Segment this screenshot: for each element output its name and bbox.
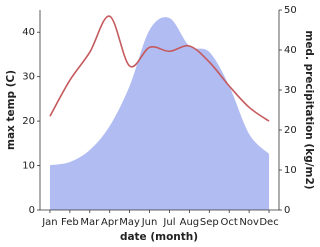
- x-tick-label: Mar: [80, 217, 100, 228]
- x-tick-label: Aug: [180, 217, 200, 228]
- y-tick-label: 20: [22, 116, 35, 127]
- y2-tick-label: 20: [284, 125, 297, 136]
- y2-tick-label: 30: [284, 85, 297, 96]
- y-tick-label: 0: [29, 205, 35, 216]
- x-axis-title: date (month): [120, 231, 198, 243]
- y2-tick-label: 40: [284, 45, 297, 56]
- x-tick-label: Nov: [239, 217, 259, 228]
- y2-tick-label: 50: [284, 5, 297, 16]
- temperature-line: [49, 15, 270, 122]
- x-tick-label: Sep: [200, 217, 219, 228]
- x-tick-label: May: [119, 217, 140, 228]
- y-tick-label: 10: [22, 161, 35, 172]
- x-tick-label: Apr: [101, 217, 119, 228]
- x-tick-label: Jun: [141, 217, 158, 228]
- y-axis-title: max temp (C): [5, 70, 17, 150]
- x-tick-label: Dec: [259, 217, 278, 228]
- x-tick-label: Feb: [61, 217, 79, 228]
- y2-tick-label: 10: [284, 165, 297, 176]
- y2-axis-title: med. precipitation (kg/m2): [303, 30, 315, 189]
- x-tick-label: Jul: [162, 217, 175, 228]
- y2-tick-label: 0: [284, 205, 290, 216]
- precipitation-area: [49, 17, 270, 210]
- y-tick-label: 30: [22, 72, 35, 83]
- x-tick-label: Jan: [41, 217, 57, 228]
- y-tick-label: 40: [22, 27, 35, 38]
- x-tick-label: Oct: [221, 217, 238, 228]
